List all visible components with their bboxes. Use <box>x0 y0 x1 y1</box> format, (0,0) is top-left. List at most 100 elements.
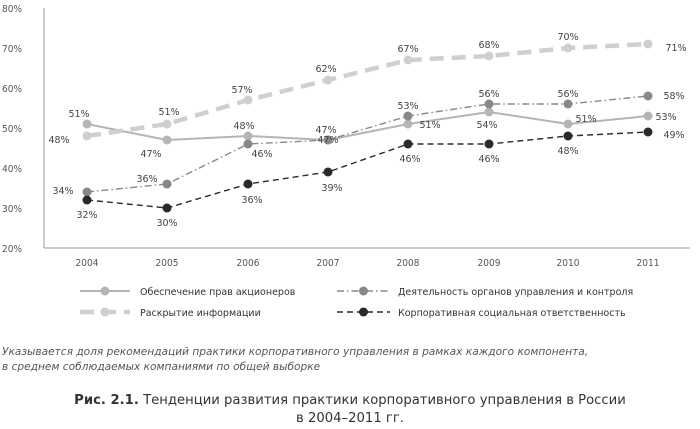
data-point <box>82 187 92 197</box>
legend-label: Обеспечение прав акционеров <box>140 287 296 298</box>
data-point <box>643 91 653 101</box>
data-label: 57% <box>231 85 252 96</box>
data-point <box>162 179 172 189</box>
data-label: 47% <box>317 135 338 146</box>
data-label: 34% <box>52 186 73 197</box>
data-point <box>162 203 172 213</box>
data-point <box>563 119 573 129</box>
data-point <box>323 75 333 85</box>
data-point <box>162 135 172 145</box>
data-point <box>403 119 413 129</box>
note-line-1: Указывается доля рекомендаций практики к… <box>2 346 589 358</box>
series-line <box>86 131 649 209</box>
data-label: 32% <box>76 210 97 221</box>
x-tick-label: 2006 <box>237 258 260 269</box>
data-point <box>403 55 413 65</box>
data-point <box>563 99 573 109</box>
data-label: 36% <box>136 174 157 185</box>
chart-note: Указывается доля рекомендаций практики к… <box>2 345 698 375</box>
data-label: 47% <box>140 149 161 160</box>
series-lines <box>82 39 653 213</box>
note-line-2: в среднем соблюдаемых компаниями по обще… <box>2 361 321 373</box>
legend: Обеспечение прав акционеров Раскрытие инф… <box>80 286 633 319</box>
data-labels: 51%47%48% 47% 51% 54%51% 53%48%51%57%62%67% 6… <box>48 32 686 229</box>
x-tick-label: 2005 <box>156 258 179 269</box>
data-point <box>643 111 653 121</box>
caption-label: Рис. 2.1. <box>74 393 139 408</box>
data-label: 48% <box>48 135 69 146</box>
data-label: 58% <box>663 91 684 102</box>
caption-title-line-1: Тенденции развития практики корпоративно… <box>143 393 626 408</box>
data-label: 53% <box>397 101 418 112</box>
data-point <box>243 139 253 149</box>
y-tick-label: 20% <box>2 244 22 255</box>
axes: 20% 30% 40% 50% 60% 70% 80% 2004 2005 2006 2007 200… <box>2 4 690 269</box>
x-tick-label: 2010 <box>557 258 580 269</box>
legend-label: Деятельность органов управления и контро… <box>398 287 633 298</box>
caption-title-line-2: в 2004–2011 гг. <box>296 411 404 426</box>
y-tick-label: 30% <box>2 204 22 215</box>
data-label: 68% <box>478 40 499 51</box>
line-chart: 20% 30% 40% 50% 60% 70% 80% 2004 2005 2006 2007 200… <box>2 4 690 319</box>
data-point <box>82 119 92 129</box>
y-tick-label: 60% <box>2 84 22 95</box>
data-label: 53% <box>655 112 676 123</box>
data-point <box>323 135 333 145</box>
x-tick-label: 2007 <box>317 258 340 269</box>
data-label: 51% <box>68 109 89 120</box>
legend-marker <box>100 307 110 317</box>
data-point <box>403 139 413 149</box>
legend-marker <box>100 286 110 296</box>
y-tick-label: 70% <box>2 44 22 55</box>
x-tick-label: 2009 <box>478 258 501 269</box>
data-point <box>403 111 413 121</box>
x-tick-label: 2011 <box>637 258 660 269</box>
data-label: 51% <box>158 107 179 118</box>
data-label: 71% <box>665 43 686 54</box>
legend-label: Раскрытие информации <box>140 308 261 319</box>
y-tick-label: 80% <box>2 4 22 15</box>
data-label: 62% <box>315 64 336 75</box>
x-tick-label: 2004 <box>76 258 99 269</box>
data-point <box>484 107 494 117</box>
data-label: 47% <box>315 125 336 136</box>
series-line <box>86 111 649 141</box>
data-point <box>563 131 573 141</box>
data-point <box>243 179 253 189</box>
data-label: 56% <box>478 89 499 100</box>
data-label: 46% <box>399 154 420 165</box>
data-label: 46% <box>251 149 272 160</box>
data-point <box>643 39 653 49</box>
data-point <box>162 119 172 129</box>
data-point <box>484 99 494 109</box>
legend-marker <box>359 307 368 317</box>
data-point <box>563 43 573 53</box>
data-label: 49% <box>663 130 684 141</box>
data-point <box>643 127 653 137</box>
data-label: 30% <box>156 218 177 229</box>
data-label: 51% <box>419 120 440 131</box>
data-point <box>484 139 494 149</box>
data-point <box>82 195 92 205</box>
y-tick-label: 40% <box>2 164 22 175</box>
legend-label: Корпоративная социальная ответственность <box>398 308 626 319</box>
y-tick-label: 50% <box>2 124 22 135</box>
data-label: 70% <box>557 32 578 43</box>
data-label: 39% <box>321 183 342 194</box>
data-label: 67% <box>397 44 418 55</box>
data-point <box>82 131 92 141</box>
series-line <box>86 41 649 139</box>
data-point <box>323 167 333 177</box>
data-label: 48% <box>557 146 578 157</box>
figure-caption: Рис. 2.1. Тенденции развития практики ко… <box>0 392 700 428</box>
data-label: 54% <box>476 120 497 131</box>
data-label: 46% <box>478 154 499 165</box>
data-point <box>243 95 253 105</box>
data-point <box>243 131 253 141</box>
data-label: 48% <box>233 121 254 132</box>
data-label: 51% <box>575 114 596 125</box>
x-tick-label: 2008 <box>397 258 420 269</box>
legend-marker <box>359 286 368 296</box>
series-line <box>86 95 649 193</box>
data-label: 56% <box>557 89 578 100</box>
